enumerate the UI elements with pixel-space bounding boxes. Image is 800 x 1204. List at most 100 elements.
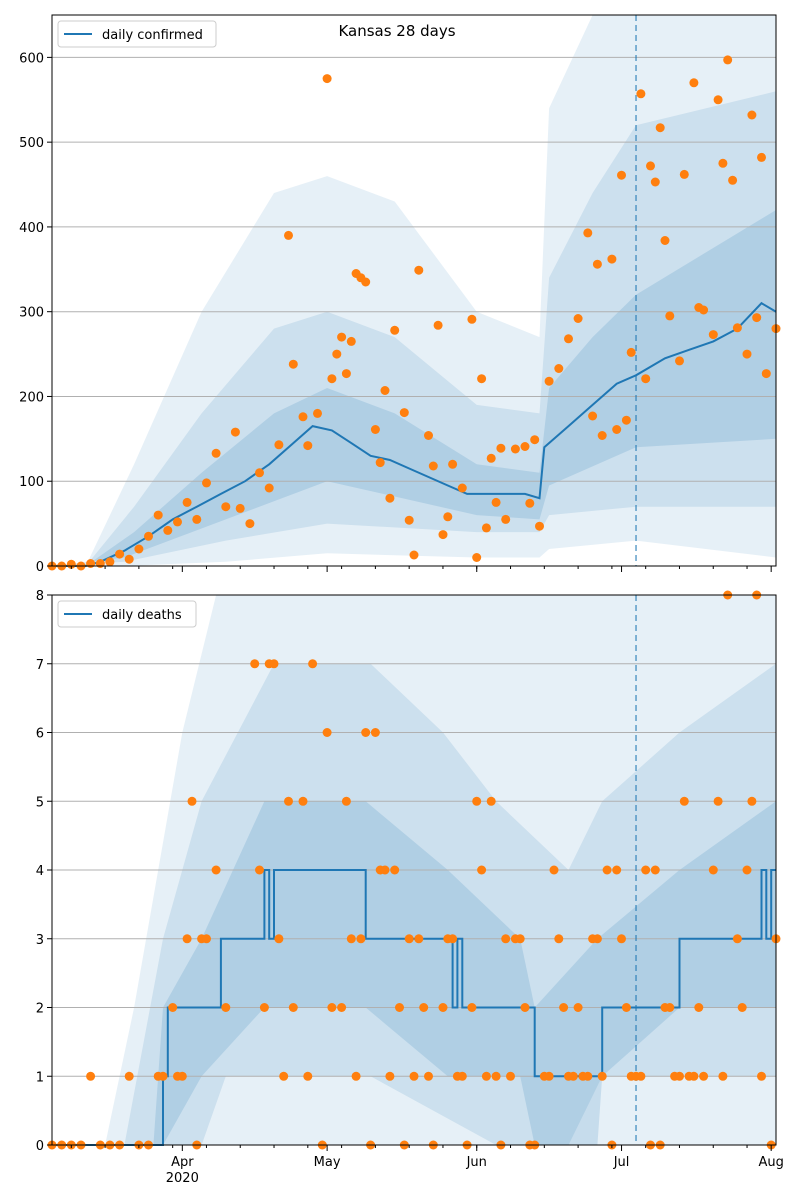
observed-point: [124, 554, 134, 564]
observed-point: [322, 728, 332, 737]
observed-point: [95, 559, 105, 568]
observed-point: [255, 468, 264, 478]
y-tick-label: 8: [36, 589, 44, 604]
observed-point: [163, 525, 173, 535]
observed-point: [457, 483, 467, 493]
observed-point: [390, 325, 400, 335]
observed-point: [641, 374, 651, 384]
observed-point: [341, 369, 351, 379]
observed-point: [650, 177, 660, 187]
observed-point: [708, 330, 718, 340]
observed-point: [395, 1003, 404, 1012]
observed-point: [274, 440, 284, 450]
observed-point: [675, 1071, 684, 1081]
confirmed-x-axis: [70, 566, 772, 572]
confirmed-y-axis: 0 100 200 300 400 500 600: [19, 51, 52, 575]
observed-point: [187, 796, 197, 806]
observed-point: [506, 1071, 515, 1081]
legend-box: [57, 600, 197, 628]
observed-point: [477, 865, 487, 875]
observed-point: [390, 865, 400, 875]
observed-point: [689, 78, 699, 88]
uncertainty-band: [52, 801, 776, 1145]
observed-point: [433, 320, 443, 330]
observed-point: [124, 1071, 134, 1081]
observed-point: [617, 170, 626, 180]
observed-point: [573, 1003, 583, 1012]
observed-point: [424, 1071, 433, 1081]
observed-point: [279, 1071, 289, 1081]
observed-point: [481, 1071, 491, 1081]
confirmed-series: [47, 55, 781, 571]
observed-point: [66, 559, 76, 569]
observed-point: [361, 728, 371, 737]
observed-point: [221, 502, 231, 512]
deaths-legend: daily deaths: [57, 600, 197, 628]
observed-point: [742, 865, 752, 875]
observed-point: [221, 1003, 231, 1012]
observed-point: [404, 934, 414, 944]
observed-point: [409, 550, 419, 560]
observed-point: [592, 259, 602, 269]
observed-point: [380, 865, 390, 875]
observed-point: [448, 459, 458, 469]
x-tick-label: Aug: [758, 1155, 783, 1170]
observed-point: [211, 448, 221, 458]
observed-point: [158, 1071, 168, 1081]
observed-point: [679, 169, 689, 179]
observed-point: [568, 1071, 578, 1081]
observed-point: [525, 498, 535, 508]
x-tick-label: Jul: [613, 1155, 630, 1170]
observed-point: [288, 1003, 298, 1012]
observed-point: [530, 435, 540, 445]
y-tick-label: 7: [36, 658, 44, 673]
observed-point: [414, 934, 424, 944]
observed-point: [298, 796, 308, 806]
observed-point: [592, 934, 602, 944]
observed-point: [564, 334, 573, 344]
observed-point: [182, 934, 192, 944]
observed-point: [173, 517, 182, 527]
observed-point: [337, 1003, 347, 1012]
observed-point: [477, 374, 487, 384]
observed-point: [346, 934, 356, 944]
observed-point: [177, 1071, 187, 1081]
observed-point: [259, 1003, 269, 1012]
observed-point: [641, 865, 651, 875]
observed-point: [86, 1071, 96, 1081]
observed-point: [544, 1071, 554, 1081]
observed-point: [554, 364, 564, 373]
observed-point: [86, 559, 96, 568]
observed-point: [182, 497, 192, 507]
observed-point: [341, 796, 351, 806]
observed-point: [153, 510, 163, 520]
observed-point: [757, 1071, 766, 1081]
chart-title: Kansas 28 days: [338, 22, 455, 40]
observed-point: [602, 865, 612, 875]
observed-point: [718, 158, 728, 168]
observed-point: [699, 305, 709, 315]
observed-point: [375, 458, 385, 468]
axes-frame: [51, 14, 777, 567]
observed-point: [583, 1071, 593, 1081]
observed-point: [747, 796, 757, 806]
observed-point: [250, 659, 260, 669]
observed-point: [202, 478, 211, 488]
confirmed-legend: daily confirmed: [57, 20, 217, 48]
observed-point: [346, 336, 356, 346]
uncertainty-band: [52, 15, 776, 566]
observed-point: [298, 412, 308, 422]
observed-point: [554, 934, 564, 944]
y-tick-label: 400: [19, 221, 44, 236]
observed-point: [448, 934, 458, 944]
observed-point: [636, 1071, 646, 1081]
observed-point: [419, 1003, 429, 1012]
observed-point: [443, 512, 453, 522]
observed-point: [588, 411, 598, 421]
observed-point: [636, 89, 646, 99]
observed-point: [211, 865, 221, 875]
observed-point: [308, 659, 318, 669]
observed-point: [472, 553, 482, 562]
